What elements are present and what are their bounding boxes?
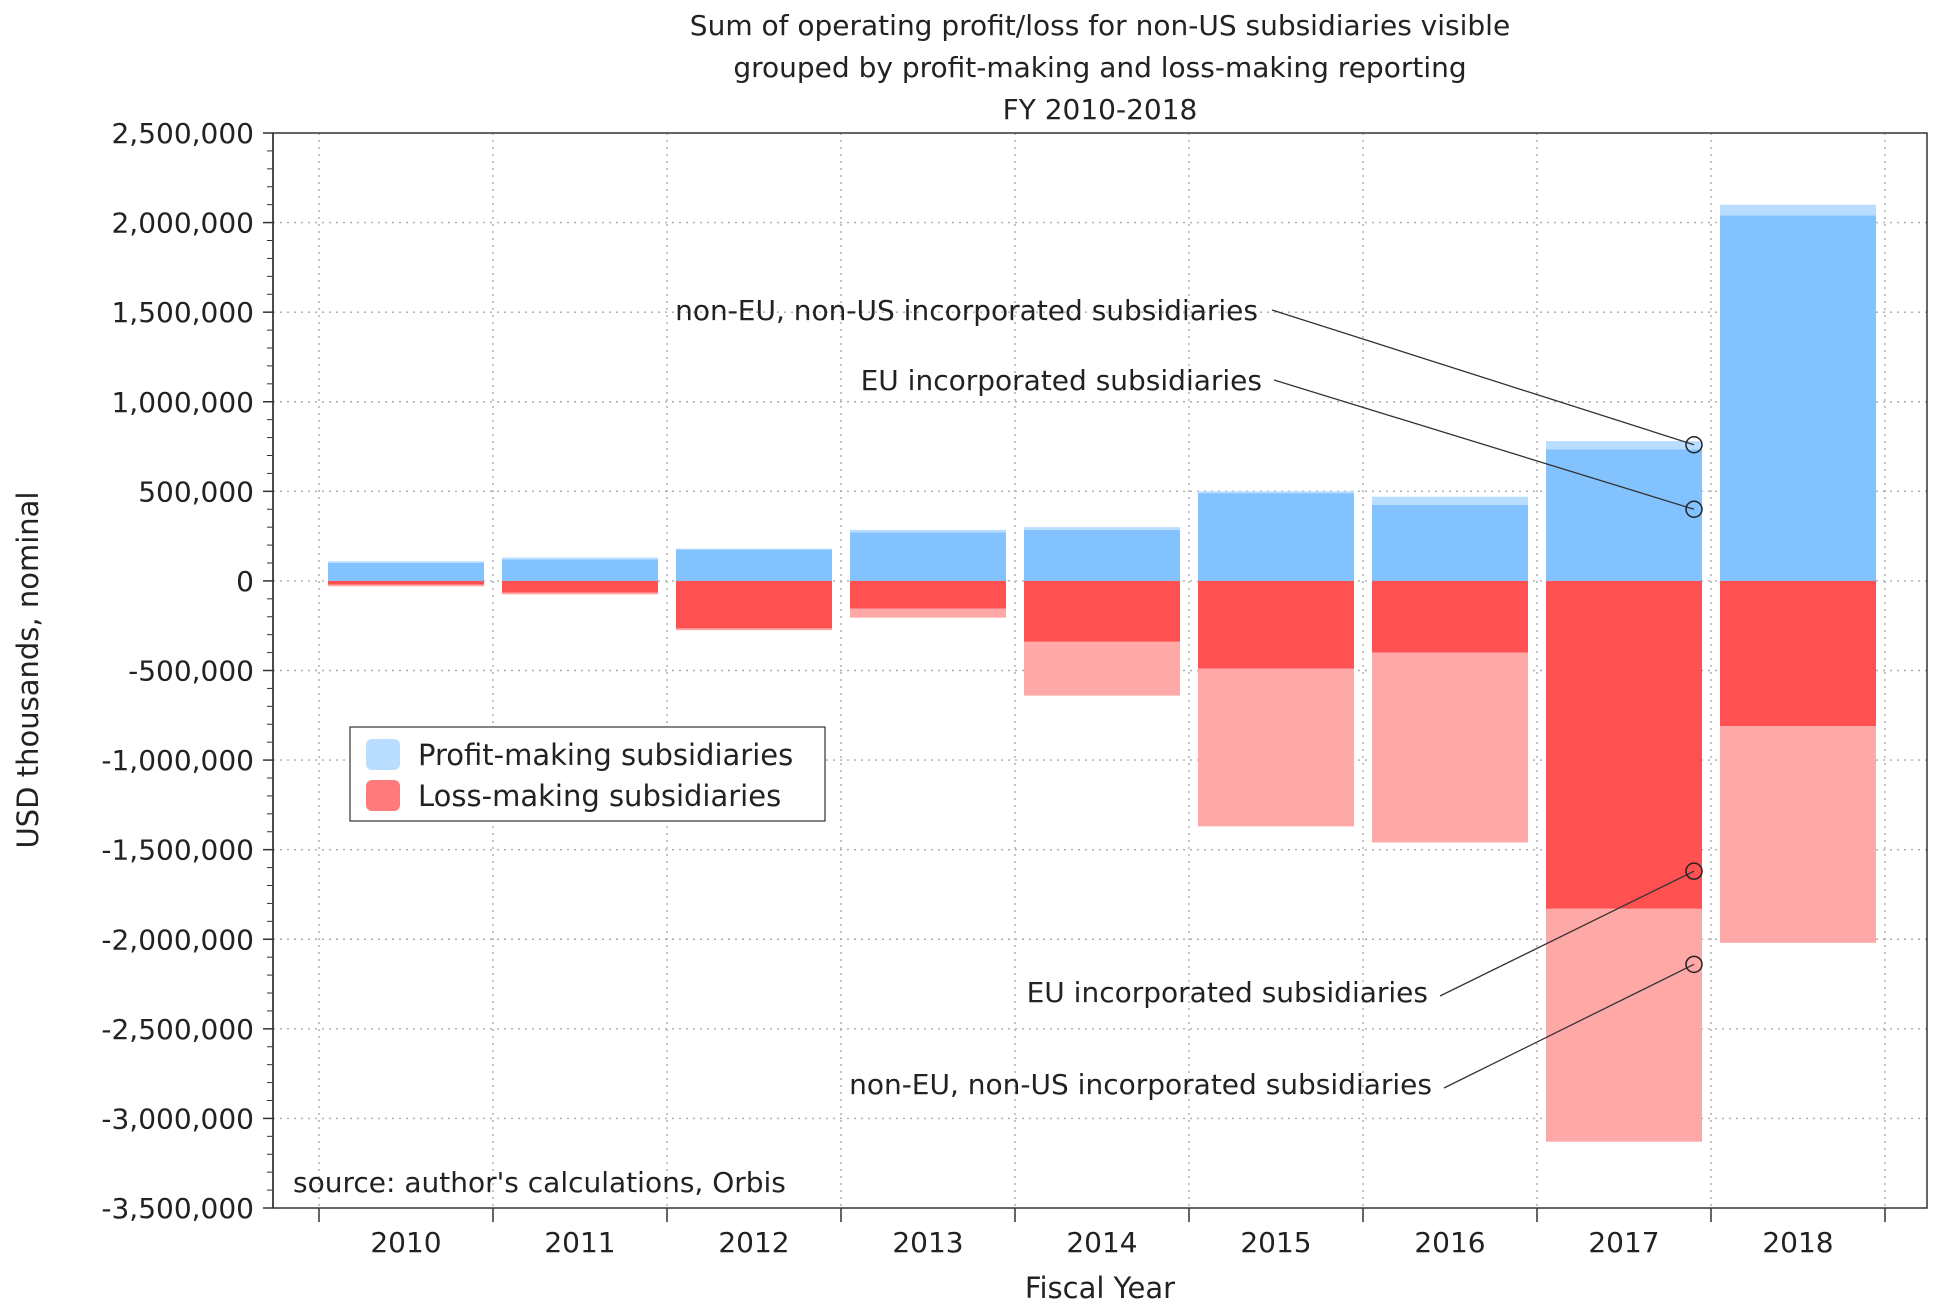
annotation-marker [1685,500,1703,518]
bar-2017-series-2 [1546,580,1702,909]
annotation-marker [1685,955,1703,974]
x-tick-label: 2015 [1240,1226,1311,1259]
bar-2012-series-0 [676,549,832,581]
y-axis-label: USD thousands, nominal [11,492,45,849]
bar-2016-series-3 [1372,652,1528,843]
bar-2013-series-3 [850,608,1006,618]
title-line-2: grouped by profit-making and loss-making… [733,51,1466,84]
y-tick-label: 1,500,000 [111,296,254,329]
annotation-marker [1685,436,1703,454]
annotation-label: EU incorporated subsidiaries [1027,976,1428,1009]
bar-2016-series-2 [1372,580,1528,653]
y-tick-label: -3,500,000 [101,1192,254,1225]
bar-2016-series-1 [1372,496,1528,505]
bar-2016-series-0 [1372,504,1528,581]
annotation-label: non-EU, non-US incorporated subsidiaries [849,1068,1432,1101]
title-line-3: FY 2010-2018 [1003,93,1198,126]
bar-2012-series-3 [676,628,832,631]
x-tick-label: 2010 [370,1226,441,1259]
bar-2015-series-3 [1198,668,1354,827]
y-tick-label: 1,000,000 [111,386,254,419]
bar-2015-series-2 [1198,580,1354,669]
x-tick-label: 2014 [1066,1226,1137,1259]
bar-2013-series-0 [850,532,1006,581]
y-tick-label: -3,000,000 [101,1102,254,1135]
bar-2017-series-0 [1546,449,1702,581]
annotation-leader-line [1439,870,1695,997]
y-tick-label: 500,000 [138,475,254,508]
x-tick-label: 2017 [1588,1226,1659,1259]
source-note: source: author's calculations, Orbis [293,1166,786,1199]
bar-2012-series-2 [676,580,832,629]
bar-2013-series-2 [850,580,1006,609]
legend: Profit-making subsidiaries Loss-making s… [349,726,826,822]
annotation-label: non-EU, non-US incorporated subsidiaries [675,294,1258,327]
legend-swatch-profit [366,739,400,770]
bar-2014-series-0 [1024,529,1180,581]
chart-title: Sum of operating profit/loss for non-US … [690,9,1510,126]
x-tick-label: 2011 [544,1226,615,1259]
annotation-leader-line [1271,309,1695,446]
y-tick-label: -500,000 [128,655,254,688]
legend-label-loss: Loss-making subsidiaries [418,779,781,813]
y-tick-label: -1,500,000 [101,834,254,867]
annotations: non-EU, non-US incorporated subsidiaries… [675,294,1703,1101]
x-tick-label: 2018 [1762,1226,1833,1259]
x-tick-label: 2012 [718,1226,789,1259]
bar-2014-series-2 [1024,580,1180,642]
bar-2010-series-1 [328,561,484,563]
bar-2018-series-0 [1720,215,1876,581]
axes: 2,500,000 2,000,000 1,500,000 1,000,000 500,… [101,117,1886,1259]
bar-2018-series-1 [1720,204,1876,216]
annotation-leader-line [1273,379,1695,510]
annotation-leader-line [1443,963,1695,1089]
bar-2018-series-3 [1720,726,1876,943]
annotation-marker [1685,862,1703,880]
bar-2010-series-3 [328,584,484,587]
y-tick-label: 0 [236,565,254,598]
bar-2012-series-1 [676,548,832,550]
bar-2011-series-3 [502,592,658,595]
legend-swatch-loss [366,780,400,811]
bar-2014-series-3 [1024,641,1180,696]
bar-2017-series-1 [1546,441,1702,450]
bar-2018-series-2 [1720,580,1876,727]
bar-2011-series-1 [502,557,658,560]
y-tick-label: -1,000,000 [101,744,254,777]
bar-2015-series-0 [1198,493,1354,581]
title-line-1: Sum of operating profit/loss for non-US … [690,9,1510,42]
y-tick-label: -2,000,000 [101,923,254,956]
y-tick-label: 2,000,000 [111,207,254,240]
bar-2011-series-0 [502,559,658,581]
bar-2015-series-1 [1198,491,1354,494]
legend-box [349,726,826,822]
bar-2010-series-2 [328,580,484,585]
bar-2010-series-0 [328,563,484,581]
bar-2013-series-1 [850,529,1006,533]
x-tick-label: 2013 [892,1226,963,1259]
legend-label-profit: Profit-making subsidiaries [418,738,793,772]
annotation-label: EU incorporated subsidiaries [861,364,1262,397]
bar-2014-series-1 [1024,527,1180,530]
y-tick-label: 2,500,000 [111,117,254,150]
bar-2011-series-2 [502,580,658,593]
x-tick-label: 2016 [1414,1226,1485,1259]
x-axis-label: Fiscal Year [1025,1271,1175,1305]
y-tick-label: -2,500,000 [101,1013,254,1046]
